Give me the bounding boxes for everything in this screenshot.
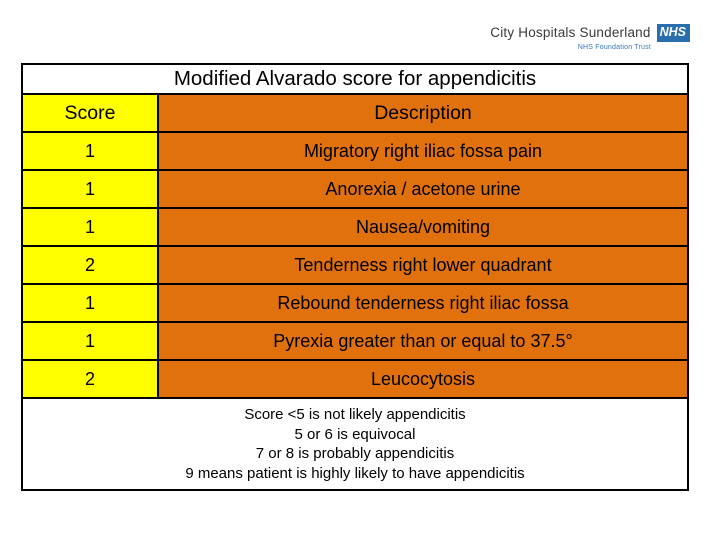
score-interpretation-notes: Score <5 is not likely appendicitis 5 or… [23,399,687,483]
table-row: 1 Nausea/vomiting [23,209,687,247]
nhs-logo-icon: NHS [656,24,690,42]
description-cell: Tenderness right lower quadrant [159,247,687,283]
description-cell: Leucocytosis [159,361,687,397]
score-cell: 1 [23,285,159,321]
description-cell: Anorexia / acetone urine [159,171,687,207]
column-header-score: Score [23,95,159,131]
description-cell: Pyrexia greater than or equal to 37.5° [159,323,687,359]
table-row: 1 Rebound tenderness right iliac fossa [23,285,687,323]
score-cell: 1 [23,323,159,359]
table-row: 2 Leucocytosis [23,361,687,399]
description-cell: Rebound tenderness right iliac fossa [159,285,687,321]
score-cell: 2 [23,361,159,397]
table-row: 1 Anorexia / acetone urine [23,171,687,209]
nhs-header: City Hospitals Sunderland NHS NHS Founda… [490,24,690,51]
organisation-name: City Hospitals Sunderland [490,25,651,41]
note-line: Score <5 is not likely appendicitis [244,406,466,423]
score-cell: 1 [23,133,159,169]
table-header-row: Score Description [23,95,687,133]
table-row: 1 Migratory right iliac fossa pain [23,133,687,171]
score-cell: 1 [23,209,159,245]
alvarado-score-panel: Modified Alvarado score for appendicitis… [21,63,689,491]
note-line: 9 means patient is highly likely to have… [185,464,525,482]
table-row: 2 Tenderness right lower quadrant [23,247,687,285]
table-title: Modified Alvarado score for appendicitis [23,65,687,95]
column-header-description: Description [159,95,687,131]
description-cell: Migratory right iliac fossa pain [159,133,687,169]
table-row: 1 Pyrexia greater than or equal to 37.5° [23,323,687,361]
foundation-trust-label: NHS Foundation Trust [577,43,651,51]
score-cell: 1 [23,171,159,207]
note-line: 7 or 8 is probably appendicitis [255,445,455,462]
note-line: 5 or 6 is equivocal [294,425,416,443]
score-cell: 2 [23,247,159,283]
description-cell: Nausea/vomiting [159,209,687,245]
